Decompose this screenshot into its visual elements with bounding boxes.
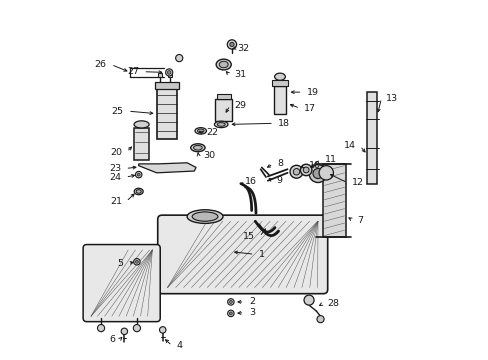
Bar: [215, 99, 232, 121]
Bar: [156, 89, 177, 139]
Circle shape: [227, 40, 236, 49]
Circle shape: [293, 168, 299, 175]
Circle shape: [289, 165, 303, 178]
Text: 19: 19: [306, 87, 318, 96]
Ellipse shape: [197, 129, 203, 133]
Circle shape: [304, 295, 313, 305]
Circle shape: [175, 54, 183, 62]
Text: 1: 1: [258, 250, 264, 259]
Circle shape: [303, 167, 308, 173]
Ellipse shape: [217, 123, 224, 126]
Text: 24: 24: [109, 173, 121, 182]
Bar: [168, 73, 172, 77]
Text: 9: 9: [276, 176, 282, 185]
Ellipse shape: [134, 188, 143, 195]
Ellipse shape: [136, 190, 141, 193]
Circle shape: [316, 316, 324, 323]
Text: 17: 17: [304, 104, 316, 113]
Ellipse shape: [195, 128, 206, 134]
Text: 26: 26: [95, 60, 106, 69]
Text: 16: 16: [244, 177, 257, 186]
Ellipse shape: [214, 121, 227, 128]
Bar: [273, 86, 285, 114]
Text: 6: 6: [109, 335, 115, 344]
Bar: [323, 164, 345, 237]
Ellipse shape: [134, 121, 149, 128]
Text: 14: 14: [343, 141, 355, 150]
Ellipse shape: [219, 61, 228, 68]
Circle shape: [97, 324, 104, 332]
Circle shape: [319, 166, 333, 180]
FancyBboxPatch shape: [158, 215, 327, 294]
Bar: [272, 80, 287, 86]
Text: 4: 4: [176, 341, 182, 350]
Text: 20: 20: [110, 148, 122, 157]
Text: 29: 29: [234, 101, 246, 110]
Text: 31: 31: [233, 71, 245, 80]
Text: 13: 13: [385, 94, 397, 103]
Text: 2: 2: [248, 297, 254, 306]
Circle shape: [229, 301, 232, 303]
Bar: [217, 94, 230, 99]
Text: 21: 21: [110, 197, 122, 206]
Circle shape: [227, 310, 234, 317]
Text: 7: 7: [356, 216, 363, 225]
Text: 12: 12: [351, 178, 364, 187]
Circle shape: [312, 168, 323, 179]
Circle shape: [308, 165, 326, 183]
Circle shape: [121, 328, 127, 334]
Ellipse shape: [190, 144, 204, 152]
Circle shape: [227, 299, 234, 305]
Ellipse shape: [274, 73, 285, 80]
Ellipse shape: [193, 145, 202, 150]
Ellipse shape: [216, 59, 231, 70]
Text: 10: 10: [308, 161, 321, 170]
Circle shape: [133, 324, 140, 332]
Circle shape: [229, 312, 232, 315]
Text: 25: 25: [111, 107, 123, 116]
Circle shape: [135, 171, 142, 178]
Text: 8: 8: [277, 159, 283, 168]
Polygon shape: [139, 163, 196, 173]
Circle shape: [300, 164, 311, 176]
Text: 11: 11: [324, 155, 336, 164]
Circle shape: [135, 260, 138, 263]
Text: 28: 28: [326, 299, 338, 308]
Circle shape: [133, 258, 140, 265]
Text: 18: 18: [278, 119, 289, 128]
Text: 30: 30: [203, 152, 215, 161]
Circle shape: [229, 42, 234, 46]
Text: 32: 32: [237, 44, 249, 53]
Text: 5: 5: [118, 259, 123, 268]
Circle shape: [159, 327, 165, 333]
Circle shape: [165, 69, 172, 76]
Circle shape: [167, 71, 171, 74]
Text: 23: 23: [109, 164, 121, 173]
Text: 15: 15: [243, 232, 255, 241]
Circle shape: [137, 173, 140, 176]
Text: 27: 27: [127, 67, 139, 76]
Bar: [366, 92, 376, 184]
FancyBboxPatch shape: [83, 244, 160, 321]
Text: 3: 3: [248, 308, 254, 317]
Bar: [158, 73, 162, 77]
Text: 22: 22: [206, 128, 218, 137]
Ellipse shape: [187, 210, 223, 224]
Bar: [134, 128, 149, 160]
Bar: [155, 82, 179, 89]
Ellipse shape: [192, 212, 218, 221]
